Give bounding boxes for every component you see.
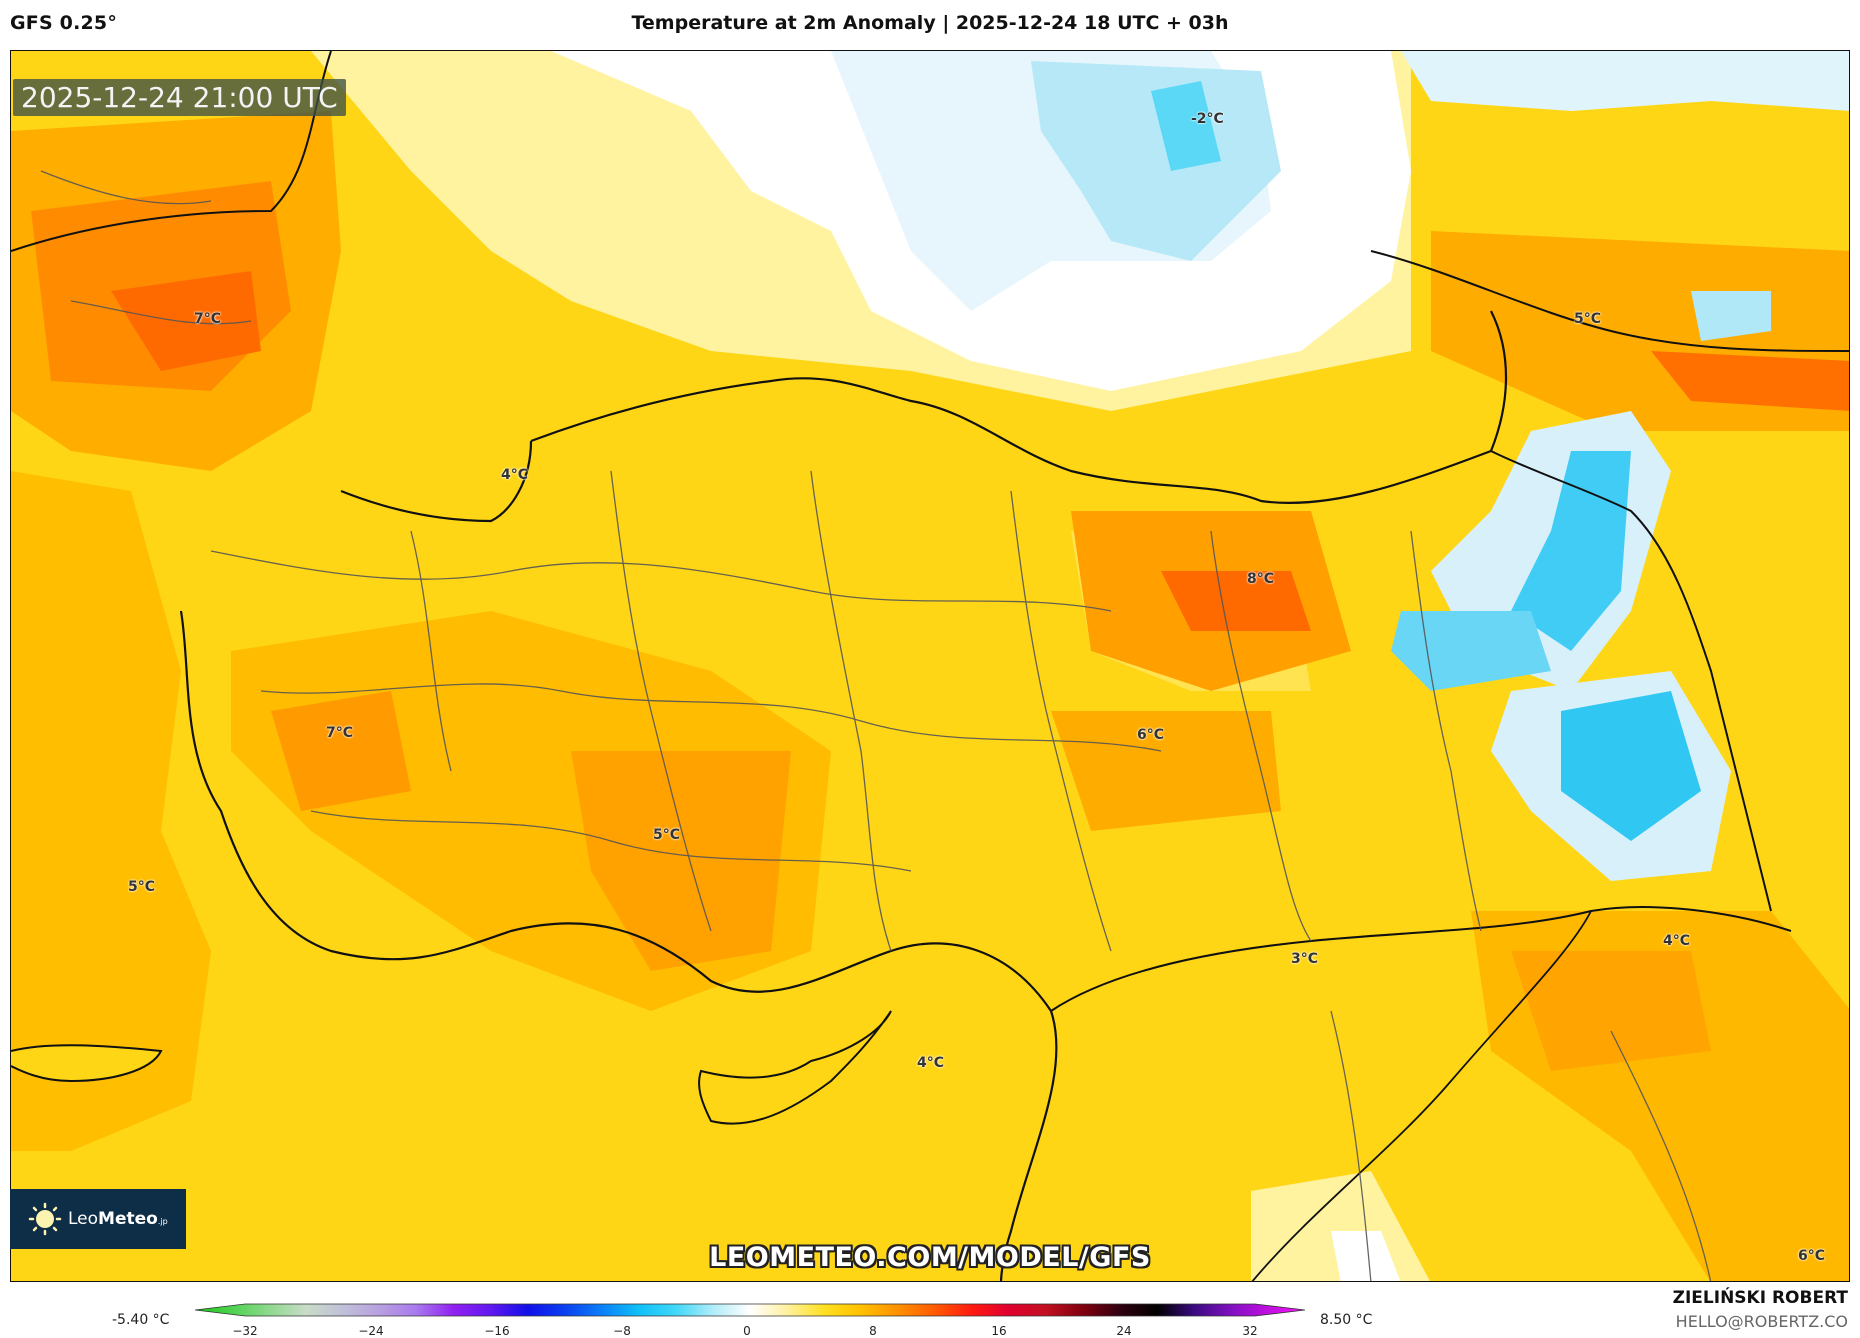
source-watermark: LEOMETEO.COM/MODEL/GFS [709,1242,1151,1273]
author-name: ZIELIŃSKI ROBERT [1672,1288,1848,1308]
contour-label: 5°C [653,827,681,843]
sun-icon [28,1202,62,1236]
valid-time-badge: 2025-12-24 21:00 UTC [13,79,346,116]
model-label: GFS 0.25° [10,12,118,34]
contour-label: 4°C [1663,933,1691,949]
logo-wordmark: LeoMeteo.jp [68,1209,168,1229]
colorbar-max-label: 8.50 °C [1320,1312,1373,1328]
author-email[interactable]: HELLO@ROBERTZ.CO [1675,1312,1848,1331]
colorbar-tick: 8 [869,1324,877,1338]
colorbar-min-label: -5.40 °C [112,1312,170,1328]
contour-label: 7°C [194,311,222,327]
contour-label: 5°C [128,879,156,895]
colorbar-tick: 24 [1116,1324,1132,1338]
leometeo-logo[interactable]: LeoMeteo.jp [10,1189,186,1249]
contour-label: 8°C [1247,571,1275,587]
colorbar-tick: 32 [1242,1324,1258,1338]
colorbar-tick: −16 [484,1324,510,1338]
contour-label: 7°C [326,725,354,741]
contour-label: 6°C [1798,1248,1826,1264]
contour-label: 4°C [501,467,529,483]
anomaly-map: 2025-12-24 21:00 UTC -2°C 7°C 5°C 4°C 8°… [10,50,1850,1282]
chart-title: Temperature at 2m Anomaly | 2025-12-24 1… [631,12,1229,34]
colorbar-tick: −8 [613,1324,631,1338]
map-fill [11,51,1849,1281]
contour-label: 4°C [917,1055,945,1071]
contour-label: -2°C [1191,111,1224,127]
colorbar-tick: −24 [358,1324,384,1338]
contour-label: 6°C [1137,727,1165,743]
contour-label: 3°C [1291,951,1319,967]
contour-label: 5°C [1574,311,1602,327]
colorbar-tick: 0 [743,1324,751,1338]
colorbar-tick: −32 [232,1324,258,1338]
colorbar-tick: 16 [991,1324,1007,1338]
